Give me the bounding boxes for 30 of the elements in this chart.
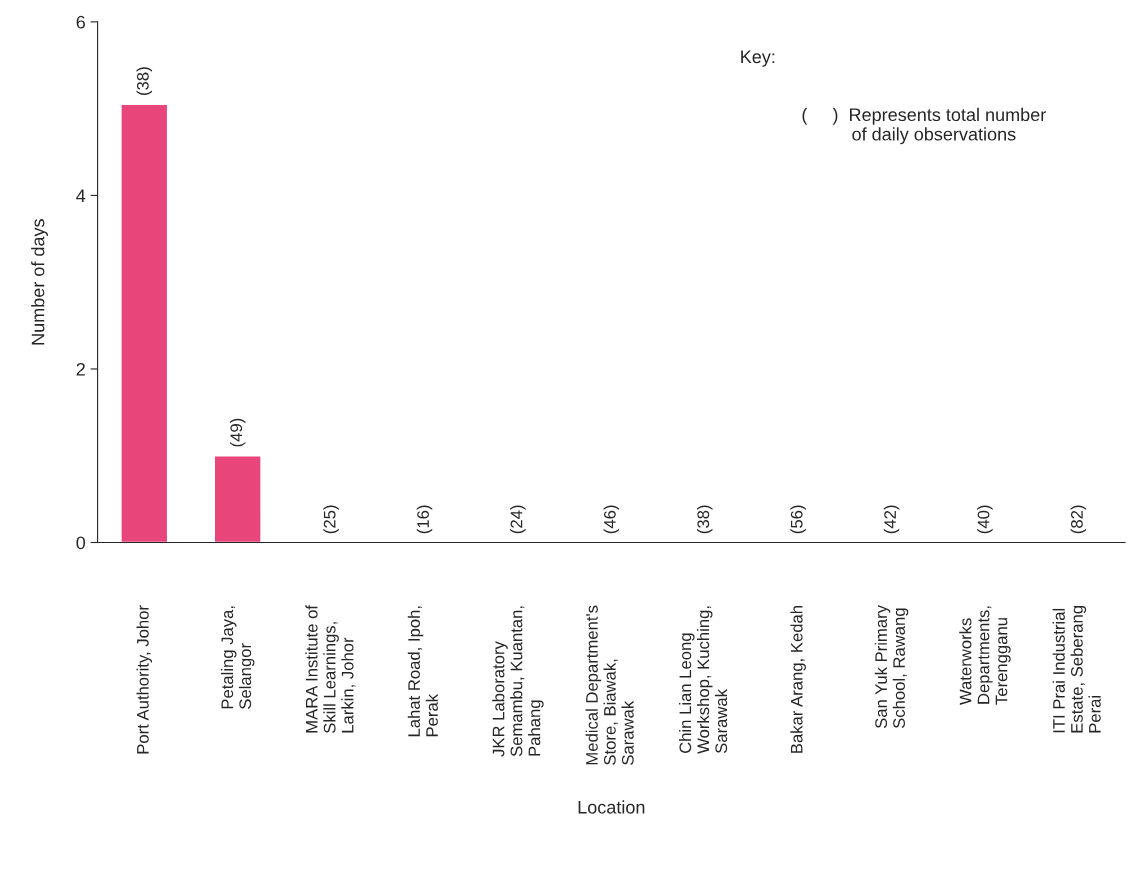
annotation: Key: [741,50,775,67]
annotation: (25) [323,505,339,534]
y-tick-label: 0 [76,536,86,550]
y-tick-label: 6 [76,15,85,29]
x-tick-label: Medical Department's Store, Biawak, Sarawak [585,605,634,765]
y-tick-label: 4 [76,189,86,202]
x-tick-label: Lahat Road, Ipoh, Perak [407,606,438,737]
annotation: (56) [790,505,806,534]
annotation: (24) [510,505,526,534]
x-tick-label: JKR Laboratory Semambu, Kuantan, Pahang [492,606,544,757]
x-tick-label: Waterworks Departments, Terengganu [959,606,1011,705]
annotation: (49) [229,418,246,447]
x-tick-label: San Yuk Primary School, Rawang [874,605,909,729]
annotation: (42) [883,505,900,534]
annotation: (38) [696,505,713,534]
annotation: (46) [603,505,620,534]
annotation: (16) [416,505,433,534]
x-tick-label: MARA Institute of Skill Learnings, Larkin, Johor [305,604,356,733]
x-tick-label: Port Authority, Johor [136,605,153,754]
annotation: (82) [1070,505,1087,534]
y-axis-title: Number of days [31,219,48,345]
annotation: (40) [977,505,993,534]
y-tick-label: 2 [76,362,85,376]
x-axis-title: Location [578,800,645,814]
x-tick-label: Bakar Arang, Kedah [790,606,806,753]
annotation: ( ) Represents total number of daily observations [802,107,1046,145]
x-tick-label: Petaling Jaya, Selangor [220,606,255,709]
annotation: (38) [136,67,153,95]
x-tick-label: Chin Lian Leong Workshop, Kuching, Sarawak [679,606,728,754]
x-tick-label: ITI Prai Industrial Estate, Seberang Perai [1052,606,1101,733]
